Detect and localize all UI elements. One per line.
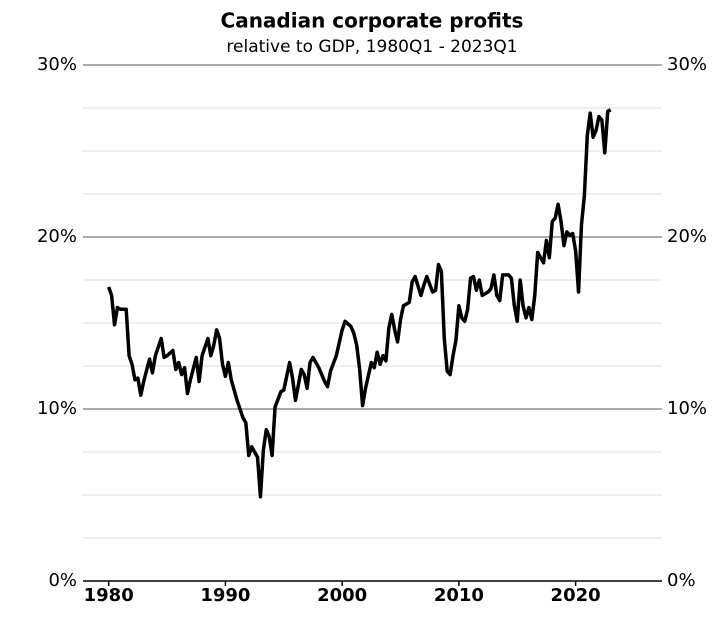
x-tick-label: 2010	[434, 585, 484, 606]
y2-tick-label: 0%	[667, 570, 696, 591]
x-tick-label: 1980	[84, 585, 134, 606]
y-tick-label: 20%	[37, 226, 77, 247]
x-tick-label: 2020	[551, 585, 601, 606]
y-tick-label: 30%	[37, 54, 77, 75]
y-tick-label: 10%	[37, 398, 77, 419]
data-line	[107, 108, 612, 499]
x-tick-label: 2000	[317, 585, 367, 606]
x-tick-label: 1990	[200, 585, 250, 606]
y2-tick-label: 20%	[667, 226, 707, 247]
y2-tick-label: 10%	[667, 398, 707, 419]
chart-subtitle: relative to GDP, 1980Q1 - 2023Q1	[226, 37, 517, 57]
y-tick-label: 0%	[48, 570, 77, 591]
chart-title: Canadian corporate profits	[221, 9, 524, 33]
y2-tick-label: 30%	[667, 54, 707, 75]
